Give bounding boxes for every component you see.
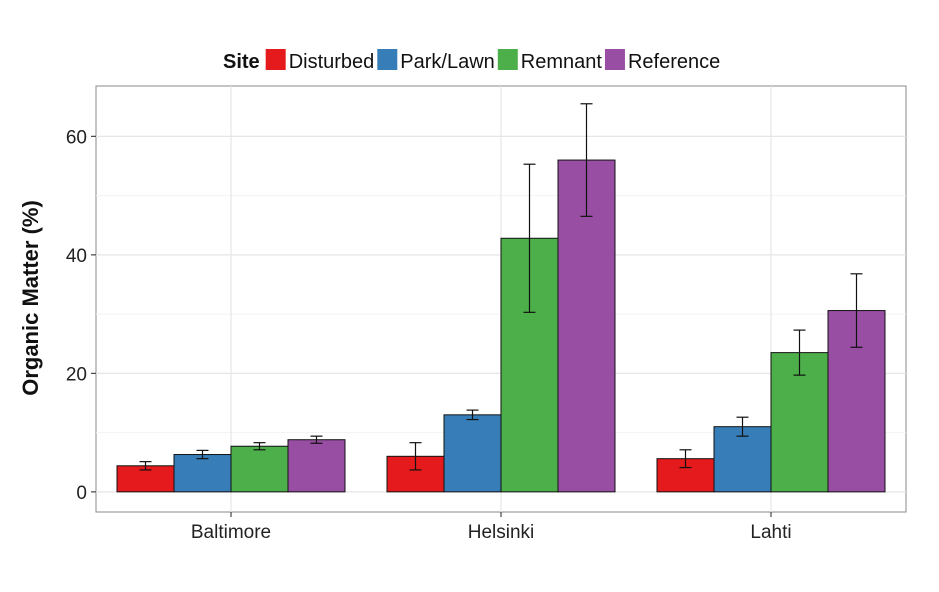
x-axis: Baltimore Helsinki Lahti: [191, 512, 792, 543]
error-bar: [679, 449, 692, 469]
bar-park-lawn-lahti: [713, 426, 772, 493]
x-tick-label: Helsinki: [468, 522, 535, 543]
bar-park-lawn-baltimore: [173, 454, 232, 493]
legend-label: Park/Lawn: [400, 51, 495, 73]
y-tick-label: 40: [66, 246, 87, 267]
legend-title: Site: [223, 51, 260, 73]
error-bar: [409, 442, 422, 471]
error-bar: [253, 442, 266, 451]
y-tick-label: 0: [76, 483, 87, 504]
legend-key: [497, 49, 518, 70]
x-tick-label: Baltimore: [191, 522, 271, 543]
bars: [116, 159, 886, 493]
legend-label: Reference: [628, 51, 720, 73]
error-bar: [580, 103, 593, 217]
legend-key: [377, 49, 398, 70]
bar-remnant-lahti: [770, 352, 829, 493]
bar-reference-baltimore: [287, 439, 346, 493]
bar-disturbed-helsinki: [386, 455, 445, 493]
error-bar: [466, 409, 479, 421]
y-tick-label: 60: [66, 127, 87, 148]
legend: Site Disturbed Park/Lawn Remnant Reference: [223, 49, 720, 73]
error-bars: [139, 103, 863, 471]
error-bar: [793, 329, 806, 376]
error-bar: [139, 461, 152, 471]
legend-label: Disturbed: [289, 51, 375, 73]
y-axis-title: Organic Matter (%): [18, 200, 43, 396]
legend-label: Remnant: [521, 51, 603, 73]
error-bar: [196, 449, 209, 460]
error-bar: [736, 416, 749, 437]
bar-remnant-baltimore: [230, 445, 289, 493]
error-bar: [310, 435, 323, 444]
bar-park-lawn-helsinki: [443, 414, 502, 493]
error-bar: [850, 273, 863, 348]
legend-key: [604, 49, 625, 70]
legend-key: [265, 49, 286, 70]
error-bar: [523, 163, 536, 313]
x-tick-label: Lahti: [750, 522, 791, 543]
y-tick-label: 20: [66, 364, 87, 385]
y-axis: 0 20 40 60: [66, 127, 96, 504]
